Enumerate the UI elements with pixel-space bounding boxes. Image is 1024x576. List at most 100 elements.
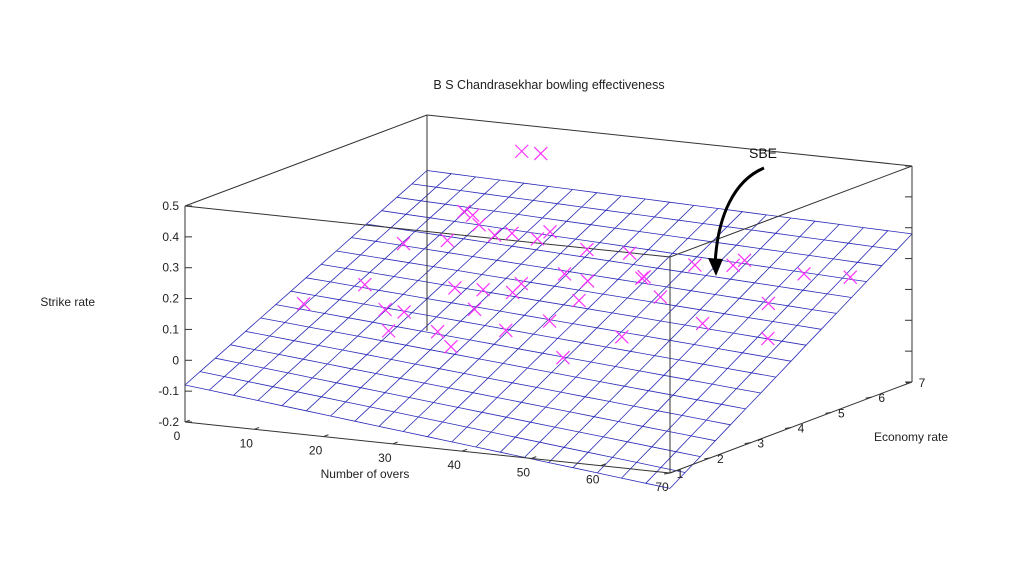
- x-tick-label: 60: [586, 473, 600, 487]
- data-point: [761, 296, 776, 311]
- y-tick-mark: [663, 472, 671, 475]
- y-tick-label: 3: [757, 437, 764, 451]
- sbe-annotation: SBE: [708, 145, 777, 276]
- z-tick-label: 0.5: [162, 199, 179, 213]
- x-tick-mark: [461, 448, 468, 452]
- x-tick-mark: [392, 441, 398, 445]
- data-point: [580, 273, 595, 288]
- box-edge: [669, 165, 913, 258]
- mesh-line: [275, 304, 761, 394]
- x-tick-mark: [323, 434, 329, 438]
- mesh-line: [200, 371, 686, 473]
- mesh-line: [184, 384, 671, 489]
- y-tick-mark: [865, 396, 872, 399]
- data-point: [637, 269, 652, 284]
- data-point: [622, 246, 637, 261]
- x-axis-label: Number of overs: [321, 467, 410, 481]
- mesh-line: [426, 170, 913, 235]
- data-point: [476, 282, 491, 297]
- data-point: [514, 276, 529, 291]
- mesh-line: [184, 170, 428, 386]
- data-point: [467, 302, 482, 317]
- sbe-arrowhead: [708, 258, 723, 276]
- mesh-line: [230, 344, 716, 442]
- surface-mesh: [184, 170, 913, 489]
- data-point: [695, 316, 710, 331]
- y-tick-label: 7: [919, 376, 926, 390]
- data-point: [653, 290, 668, 305]
- mesh-line: [321, 264, 807, 346]
- data-point: [572, 293, 586, 308]
- y-tick-label: 5: [838, 406, 845, 420]
- data-point: [381, 323, 396, 338]
- x-tick-mark: [600, 463, 606, 467]
- z-tick-label: 0: [172, 353, 179, 367]
- x-tick-mark: [531, 456, 537, 459]
- sbe-label: SBE: [749, 145, 777, 161]
- z-tick-label: 0.4: [162, 230, 179, 244]
- mesh-line: [260, 317, 746, 410]
- mesh-line: [396, 196, 882, 267]
- data-point: [797, 266, 811, 281]
- data-point: [457, 204, 471, 219]
- data-point: [542, 314, 557, 329]
- x-tick-label: 40: [447, 458, 461, 472]
- data-point: [396, 236, 411, 251]
- mesh-line: [411, 183, 897, 251]
- x-tick-label: 30: [378, 451, 392, 465]
- sbe-arrow: [713, 166, 765, 267]
- x-tick-label: 0: [174, 429, 181, 443]
- axis-ticks: -0.2 -0.1 0 0.1 0.2 0.3 0.4 0.5 0 10 20 30 40 50 60 70 1…: [158, 165, 926, 494]
- data-point: [465, 208, 480, 223]
- mesh-line: [366, 223, 852, 298]
- x-tick-label: 20: [309, 444, 323, 458]
- z-tick-label: 0.3: [162, 261, 179, 275]
- box-edge: [184, 421, 671, 474]
- data-point: [557, 266, 572, 281]
- data-point: [556, 350, 570, 365]
- box-edge: [184, 114, 428, 207]
- mesh-line: [351, 237, 837, 314]
- data-point: [397, 305, 412, 319]
- data-point: [505, 226, 519, 241]
- mesh-line: [245, 331, 731, 426]
- y-tick-mark: [744, 442, 751, 445]
- data-point: [447, 281, 462, 295]
- mesh-line: [215, 357, 701, 457]
- z-tick-label: 0.2: [162, 292, 179, 306]
- mesh-line: [290, 290, 776, 378]
- x-tick-mark: [184, 419, 191, 423]
- y-axis-label: Economy rate: [874, 430, 948, 444]
- data-point: [357, 277, 372, 292]
- data-point: [543, 224, 557, 239]
- data-point: [737, 253, 752, 268]
- x-tick-label: 70: [655, 480, 669, 494]
- data-point: [760, 331, 775, 346]
- y-tick-mark: [825, 411, 832, 414]
- y-tick-label: 6: [878, 391, 885, 405]
- data-point: [580, 242, 594, 257]
- data-point: [430, 324, 445, 339]
- data-point: [533, 146, 548, 161]
- data-point: [726, 258, 741, 273]
- box-edge: [426, 114, 913, 167]
- data-point: [472, 217, 486, 232]
- data-point: [514, 144, 529, 159]
- z-axis-label: Strike rate: [40, 295, 95, 309]
- x-tick-label: 50: [517, 465, 531, 479]
- mesh-line: [336, 250, 822, 330]
- y-tick-mark: [905, 381, 913, 384]
- z-tick-label: 0.1: [162, 322, 179, 336]
- y-tick-mark: [784, 427, 792, 429]
- mesh-line: [381, 210, 867, 282]
- chart-title: B S Chandrasekhar bowling effectiveness: [433, 78, 664, 92]
- data-point: [688, 258, 702, 273]
- data-point: [614, 329, 629, 344]
- data-point: [498, 323, 513, 338]
- data-point: [487, 228, 502, 243]
- data-point: [378, 302, 393, 317]
- y-tick-label: 4: [798, 422, 805, 436]
- data-point: [296, 296, 311, 311]
- y-tick-label: 2: [717, 452, 724, 466]
